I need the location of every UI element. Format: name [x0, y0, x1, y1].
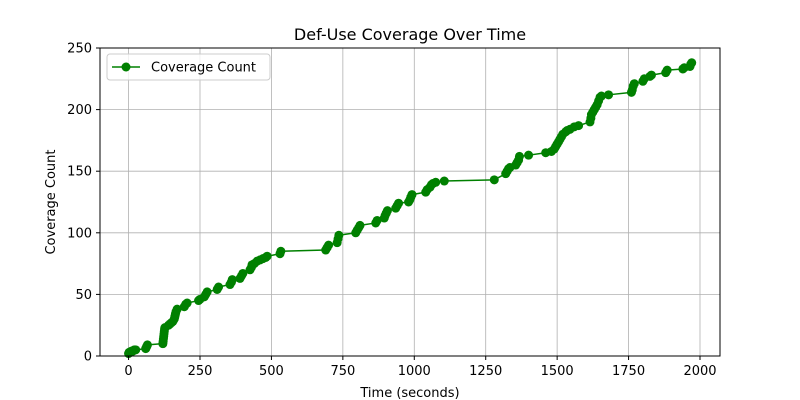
legend-marker-sample [121, 62, 131, 72]
data-point [324, 240, 334, 250]
data-point [629, 79, 639, 89]
plot-frame [99, 47, 721, 357]
data-point [524, 150, 534, 160]
data-point [687, 58, 697, 68]
data-point [394, 198, 404, 208]
data-point [276, 246, 286, 256]
data-point [182, 298, 192, 308]
data-point [604, 90, 614, 100]
data-point [439, 176, 449, 186]
data-point [262, 251, 272, 261]
data-point [662, 65, 672, 75]
data-point [596, 91, 606, 101]
legend-label: Coverage Count [151, 61, 256, 76]
data-point [227, 275, 237, 285]
data-point [131, 345, 141, 355]
data-point [142, 340, 152, 350]
y-tick-label: 0 [84, 350, 92, 365]
data-point [334, 230, 344, 240]
data-point [214, 282, 224, 292]
data-point [574, 121, 584, 131]
x-tick-label: 250 [188, 364, 213, 379]
x-axis-title: Time (seconds) [359, 386, 459, 400]
legend: Coverage Count [106, 53, 271, 81]
data-point [355, 220, 365, 230]
x-tick-label: 1500 [541, 364, 574, 379]
data-point [372, 215, 382, 225]
data-point [202, 287, 212, 297]
data-point [407, 190, 417, 200]
chart-title: Def-Use Coverage Over Time [294, 25, 526, 44]
y-tick-label: 250 [67, 42, 92, 57]
x-tick-label: 1000 [398, 364, 431, 379]
y-tick-label: 100 [67, 226, 92, 241]
data-point [489, 175, 499, 185]
y-axis-title: Coverage Count [44, 149, 59, 254]
y-tick-label: 150 [67, 165, 92, 180]
x-tick-label: 1250 [469, 364, 502, 379]
legend-box [106, 53, 271, 81]
data-point [514, 151, 524, 161]
x-tick-label: 0 [124, 364, 132, 379]
data-point [646, 70, 656, 80]
data-point [431, 177, 441, 187]
data-point [172, 304, 182, 314]
x-tick-label: 2000 [683, 364, 716, 379]
x-tick-label: 1750 [612, 364, 645, 379]
data-point [238, 268, 248, 278]
axis-ticks: 0 250 500 750 1000 1250 1500 1750 2000 0 50 100 150 2… [67, 42, 716, 380]
data-series [124, 58, 697, 359]
x-tick-label: 500 [259, 364, 284, 379]
y-tick-label: 50 [75, 288, 92, 303]
data-point [382, 206, 392, 216]
x-tick-label: 750 [330, 364, 355, 379]
y-tick-label: 200 [67, 103, 92, 118]
